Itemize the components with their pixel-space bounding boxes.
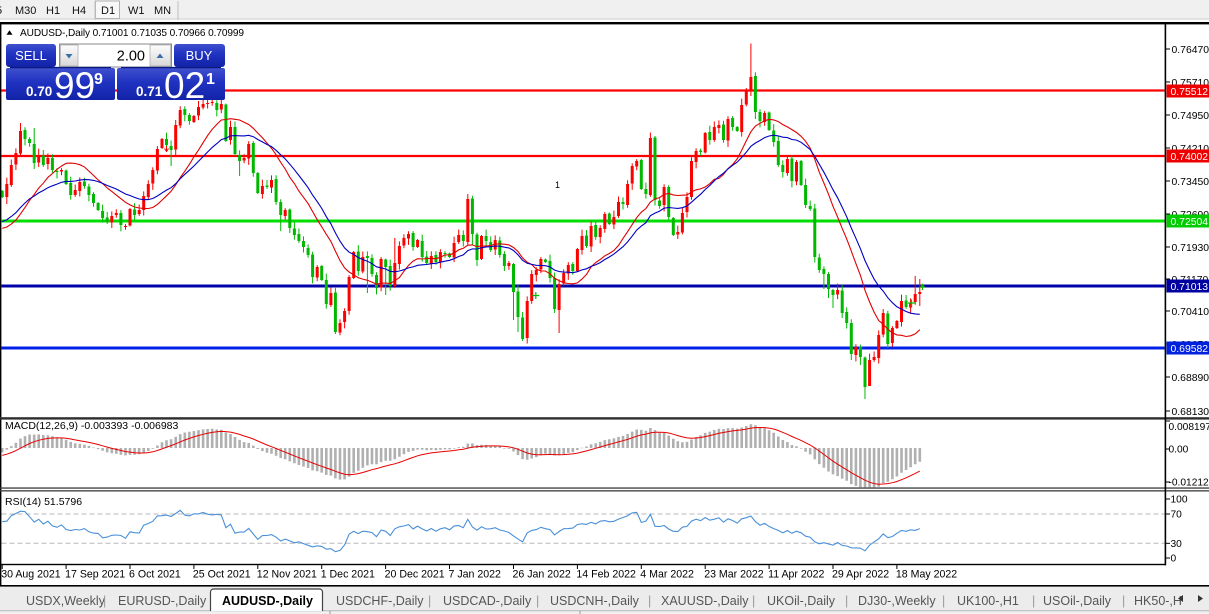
svg-text:0.70410: 0.70410 (1172, 307, 1209, 318)
svg-text:0.00: 0.00 (1169, 445, 1189, 456)
svg-text:30 Aug 2021: 30 Aug 2021 (1, 569, 61, 581)
svg-text:0.71: 0.71 (136, 84, 163, 99)
svg-text:0.73450: 0.73450 (1172, 177, 1209, 188)
svg-text:0.75512: 0.75512 (1171, 87, 1209, 98)
svg-text:AUDUSD-,Daily: AUDUSD-,Daily (222, 594, 313, 608)
svg-text:5: 5 (0, 5, 2, 17)
svg-text:USDCAD-,Daily: USDCAD-,Daily (443, 594, 532, 608)
svg-text:XAUUSD-,Daily: XAUUSD-,Daily (661, 594, 749, 608)
svg-text:1: 1 (555, 180, 560, 190)
svg-text:|: | (536, 594, 539, 608)
svg-text:0.71013: 0.71013 (1171, 282, 1209, 293)
svg-text:D1: D1 (101, 5, 115, 17)
svg-text:0.75710: 0.75710 (1172, 78, 1209, 89)
svg-text:UKOil-,Daily: UKOil-,Daily (767, 594, 836, 608)
svg-text:H4: H4 (72, 5, 86, 17)
svg-text:29 Apr 2022: 29 Apr 2022 (832, 569, 889, 581)
svg-text:0.69582: 0.69582 (1171, 344, 1209, 355)
svg-text:EURUSD-,Daily: EURUSD-,Daily (118, 594, 207, 608)
svg-text:DJ30-,Weekly: DJ30-,Weekly (858, 594, 936, 608)
svg-text:0: 0 (1171, 554, 1177, 565)
svg-text:12 Nov 2021: 12 Nov 2021 (257, 569, 317, 581)
svg-text:|: | (942, 594, 945, 608)
svg-text:9: 9 (94, 71, 103, 88)
svg-text:SELL: SELL (15, 48, 47, 63)
svg-text:M30: M30 (15, 5, 36, 17)
svg-text:|: | (428, 594, 431, 608)
svg-text:|: | (1122, 594, 1125, 608)
svg-text:|: | (752, 594, 755, 608)
svg-text:2.00: 2.00 (117, 49, 145, 65)
svg-text:USDCNH-,Daily: USDCNH-,Daily (550, 594, 640, 608)
svg-text:|: | (845, 594, 848, 608)
svg-text:14 Feb 2022: 14 Feb 2022 (576, 569, 636, 581)
svg-text:BUY: BUY (186, 48, 213, 63)
svg-text:0.74210: 0.74210 (1172, 144, 1209, 155)
svg-text:0.72504: 0.72504 (1171, 217, 1209, 228)
svg-text:HK50-,H: HK50-,H (1134, 594, 1182, 608)
svg-text:25 Oct 2021: 25 Oct 2021 (193, 569, 251, 581)
svg-text:1 Dec 2021: 1 Dec 2021 (321, 569, 375, 581)
svg-text:0.008197: 0.008197 (1169, 422, 1209, 433)
svg-text:0.76470: 0.76470 (1172, 45, 1209, 56)
svg-text:0.68130: 0.68130 (1172, 407, 1209, 418)
svg-text:100: 100 (1171, 495, 1188, 506)
svg-text:11 Apr 2022: 11 Apr 2022 (768, 569, 824, 581)
svg-text:4 Mar 2022: 4 Mar 2022 (640, 569, 694, 581)
svg-text:7 Jan 2022: 7 Jan 2022 (449, 569, 502, 581)
svg-text:RSI(14) 51.5796: RSI(14) 51.5796 (5, 496, 82, 508)
svg-text:23 Mar 2022: 23 Mar 2022 (704, 569, 764, 581)
svg-text:18 May 2022: 18 May 2022 (896, 569, 957, 581)
svg-text:30: 30 (1171, 539, 1183, 550)
svg-text:USOil-,Daily: USOil-,Daily (1043, 594, 1112, 608)
svg-text:26 Jan 2022: 26 Jan 2022 (513, 569, 571, 581)
svg-text:UK100-,H1: UK100-,H1 (957, 594, 1019, 608)
svg-text:0.70: 0.70 (26, 84, 52, 99)
svg-text:MACD(12,26,9) -0.003393 -0.006: MACD(12,26,9) -0.003393 -0.006983 (5, 420, 179, 432)
svg-text:0.74950: 0.74950 (1172, 111, 1209, 122)
svg-text:MN: MN (154, 5, 171, 17)
svg-text:USDX,Weekly: USDX,Weekly (26, 594, 106, 608)
svg-text:0.71930: 0.71930 (1172, 243, 1209, 254)
svg-text:|: | (1032, 594, 1035, 608)
svg-text:|: | (648, 594, 651, 608)
svg-text:17 Sep 2021: 17 Sep 2021 (65, 569, 125, 581)
svg-text:99: 99 (54, 65, 95, 106)
svg-text:02: 02 (164, 65, 205, 106)
svg-text:AUDUSD-,Daily 0.71001 0.71035: AUDUSD-,Daily 0.71001 0.71035 0.70966 0.… (20, 28, 244, 39)
svg-text:|: | (103, 594, 106, 608)
svg-text:1: 1 (206, 71, 215, 88)
svg-text:20 Dec 2021: 20 Dec 2021 (385, 569, 445, 581)
svg-text:70: 70 (1171, 510, 1183, 521)
svg-text:H1: H1 (46, 5, 60, 17)
svg-text:W1: W1 (128, 5, 145, 17)
svg-text:0.68890: 0.68890 (1172, 373, 1209, 384)
svg-text:USDCHF-,Daily: USDCHF-,Daily (336, 594, 424, 608)
svg-text:0.74002: 0.74002 (1171, 152, 1209, 163)
svg-text:6 Oct 2021: 6 Oct 2021 (129, 569, 181, 581)
